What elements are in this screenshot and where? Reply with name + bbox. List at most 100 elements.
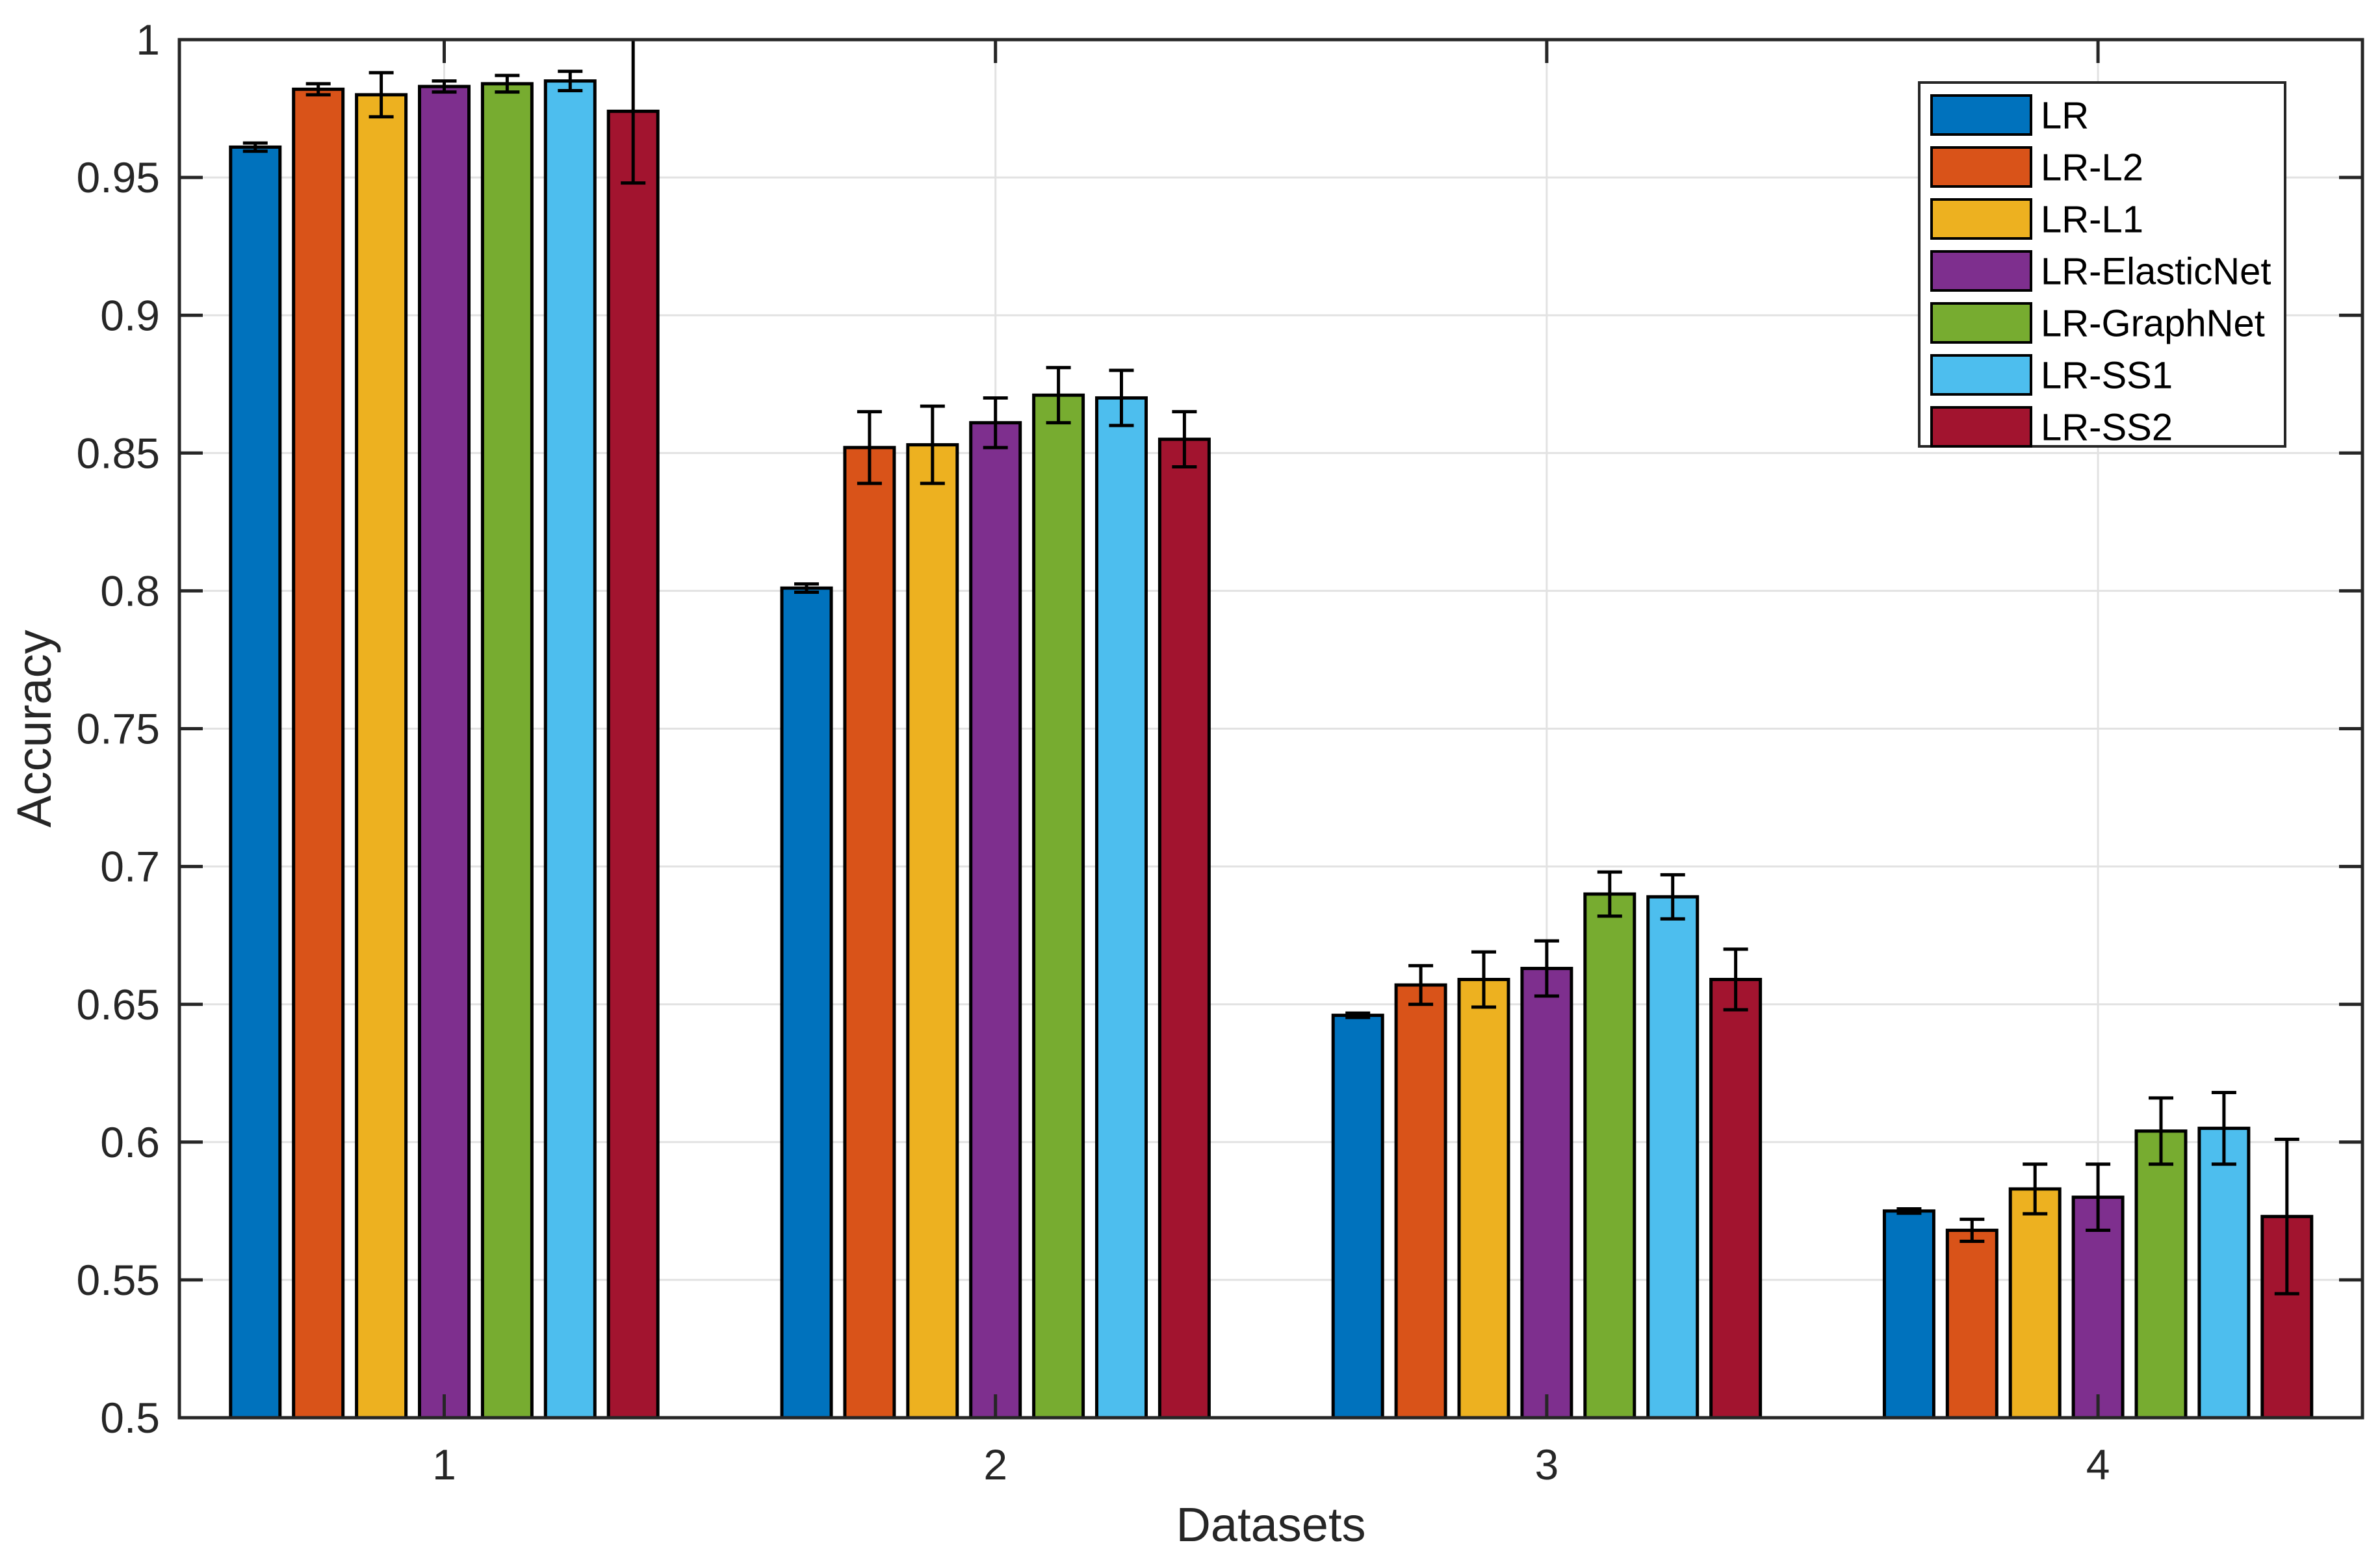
legend-entry-LR: LR (1930, 94, 2089, 136)
bar-LR-L1-group-3 (1457, 978, 1510, 1420)
bar-LR-L2-group-2 (843, 446, 896, 1420)
y-tick-label: 0.95 (77, 153, 160, 201)
y-tick-label: 0.85 (77, 429, 160, 477)
error-bar-LR-L1-group-4 (2023, 1162, 2048, 1216)
legend-label-LR-ElasticNet: LR-ElasticNet (2041, 250, 2271, 292)
error-bar-LR-group-2 (794, 582, 819, 595)
y-tick-label: 0.75 (77, 705, 160, 753)
bar-LR-L2-group-1 (292, 87, 345, 1420)
x-tick-label: 4 (2086, 1440, 2110, 1489)
bar-LR-L1-group-2 (906, 443, 959, 1420)
legend-swatch-LR-SS2 (1930, 406, 2032, 448)
x-tick-label: 1 (432, 1440, 456, 1489)
x-tick-label: 3 (1535, 1440, 1559, 1489)
bar-LR-group-2 (780, 586, 833, 1420)
legend-entry-LR-GraphNet: LR-GraphNet (1930, 302, 2265, 344)
error-bar-LR-ElasticNet-group-3 (1534, 939, 1559, 998)
axis-ticks (179, 38, 2362, 1420)
legend-label-LR-SS2: LR-SS2 (2041, 406, 2173, 448)
legend-label-LR-GraphNet: LR-GraphNet (2041, 302, 2265, 344)
error-bar-LR-L2-group-4 (1960, 1218, 1985, 1244)
bar-LR-L2-group-3 (1394, 983, 1447, 1420)
bar-LR-SS1-group-3 (1646, 895, 1700, 1420)
bar-LR-ElasticNet-group-3 (1520, 967, 1573, 1420)
legend-swatch-LR-SS1 (1930, 354, 2032, 396)
error-bar-LR-GraphNet-group-4 (2149, 1096, 2173, 1166)
legend-label-LR: LR (2041, 94, 2089, 136)
x-tick-label: 2 (983, 1440, 1007, 1489)
y-tick-label: 0.9 (100, 291, 160, 339)
error-bar-LR-SS1-group-3 (1660, 873, 1685, 921)
legend: LR LR-L2 LR-L1 LR-ElasticNet LR-GraphNet LR-S… (1918, 81, 2286, 448)
error-bar-LR-group-4 (1896, 1207, 1922, 1215)
tick-labels: 0.5 0.55 0.6 0.65 0.7 0.75 0.8 0.85 0.9 0.95 1 1 2 3 4 (77, 16, 2110, 1489)
legend-label-LR-SS1: LR-SS1 (2041, 354, 2173, 396)
legend-label-LR-L2: LR-L2 (2041, 146, 2143, 188)
bar-LR-SS2-group-3 (1709, 978, 1763, 1420)
bar-LR-L1-group-4 (2008, 1187, 2062, 1420)
legend-swatch-LR-L1 (1930, 198, 2032, 240)
error-bar-LR-L2-group-1 (305, 82, 331, 97)
bar-LR-GraphNet-group-3 (1583, 892, 1636, 1420)
y-tick-label: 0.8 (100, 567, 160, 615)
bar-LR-ElasticNet-group-2 (969, 421, 1022, 1420)
error-bar-LR-SS1-group-4 (2211, 1090, 2236, 1166)
error-bar-LR-group-3 (1345, 1011, 1371, 1019)
error-bar-LR-group-1 (242, 141, 268, 153)
error-bar-LR-SS2-group-3 (1723, 947, 1748, 1012)
bar-LR-GraphNet-group-1 (480, 82, 534, 1420)
bar-LR-group-4 (1882, 1209, 1935, 1420)
bar-LR-L1-group-1 (355, 93, 408, 1420)
legend-entry-LR-L1: LR-L1 (1930, 198, 2143, 240)
bar-LR-SS2-group-1 (606, 109, 660, 1420)
bar-LR-SS1-group-2 (1095, 396, 1148, 1420)
bar-series-group (229, 38, 2314, 1420)
series-LR-L1 (355, 71, 2062, 1420)
bar-LR-ElasticNet-group-4 (2071, 1196, 2125, 1420)
series-LR-SS2 (606, 38, 2314, 1420)
error-bar-LR-GraphNet-group-2 (1046, 366, 1071, 425)
bar-LR-L2-group-4 (1945, 1229, 1998, 1420)
bar-LR-group-1 (229, 145, 282, 1420)
error-bar-LR-SS1-group-2 (1109, 368, 1134, 428)
legend-swatch-LR (1930, 94, 2032, 136)
error-bar-LR-L2-group-3 (1408, 964, 1434, 1006)
error-bar-LR-L1-group-3 (1471, 950, 1496, 1009)
error-bar-LR-ElasticNet-group-2 (983, 396, 1008, 450)
error-bar-LR-GraphNet-group-1 (495, 73, 520, 94)
series-LR-ElasticNet (418, 79, 2125, 1420)
error-bar-LR-ElasticNet-group-1 (432, 79, 457, 94)
error-bar-LR-SS2-group-4 (2274, 1138, 2299, 1296)
y-tick-label: 0.7 (100, 843, 160, 891)
bar-LR-GraphNet-group-2 (1032, 393, 1085, 1420)
bar-LR-ElasticNet-group-1 (418, 84, 471, 1420)
error-bar-LR-L2-group-2 (857, 410, 882, 485)
legend-entry-LR-SS1: LR-SS1 (1930, 354, 2173, 396)
y-axis-label: Accuracy (7, 630, 61, 827)
legend-entry-LR-ElasticNet: LR-ElasticNet (1930, 250, 2271, 292)
legend-swatch-LR-GraphNet (1930, 302, 2032, 344)
y-tick-label: 0.55 (77, 1256, 160, 1304)
bar-LR-SS1-group-4 (2197, 1127, 2251, 1420)
legend-label-LR-L1: LR-L1 (2041, 198, 2143, 240)
bar-LR-GraphNet-group-4 (2134, 1129, 2188, 1420)
y-tick-label: 0.6 (100, 1118, 160, 1166)
error-bar-LR-GraphNet-group-3 (1597, 870, 1622, 918)
error-bar-LR-SS1-group-1 (558, 70, 583, 92)
legend-entry-LR-L2: LR-L2 (1930, 146, 2143, 188)
legend-swatch-LR-L2 (1930, 146, 2032, 188)
legend-entry-LR-SS2: LR-SS2 (1930, 406, 2173, 448)
legend-swatch-LR-ElasticNet (1930, 250, 2032, 292)
error-bar-LR-L1-group-1 (369, 71, 394, 119)
bar-LR-SS2-group-2 (1158, 437, 1211, 1420)
series-LR-SS1 (543, 70, 2251, 1420)
y-tick-label: 0.5 (100, 1394, 160, 1442)
bar-LR-group-3 (1331, 1014, 1384, 1420)
error-bar-LR-L1-group-2 (920, 404, 945, 485)
y-tick-label: 1 (136, 16, 160, 64)
bar-LR-SS1-group-1 (543, 79, 597, 1420)
error-bar-LR-SS2-group-2 (1172, 410, 1197, 469)
y-tick-label: 0.65 (77, 980, 160, 1029)
x-axis-label: Datasets (1176, 1498, 1365, 1552)
